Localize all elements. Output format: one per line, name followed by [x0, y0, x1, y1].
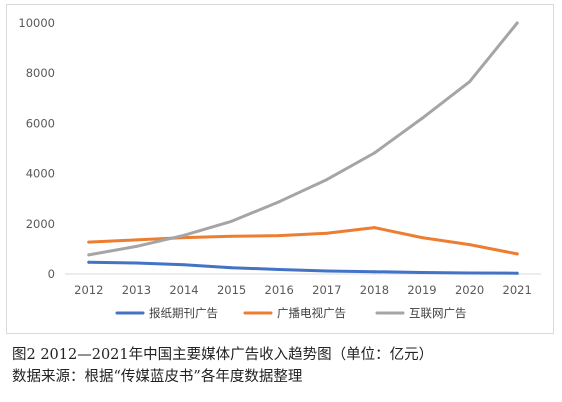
data-point [277, 234, 281, 238]
figure-source: 数据来源：根据“传媒蓝皮书”各年度数据整理 [12, 369, 303, 385]
data-point [468, 271, 472, 275]
x-tick-label: 2017 [312, 283, 341, 297]
legend-label: 互联网广告 [409, 306, 467, 320]
legend-label: 报纸期刊广告 [149, 306, 218, 320]
data-point [372, 270, 376, 274]
data-point [420, 270, 424, 274]
data-point [468, 243, 472, 247]
x-tick-label: 2013 [122, 283, 151, 297]
data-point [515, 21, 519, 25]
x-tick-label: 2020 [455, 283, 484, 297]
data-point [182, 263, 186, 267]
data-point [134, 244, 138, 248]
x-tick-label: 2015 [217, 283, 246, 297]
data-point [134, 261, 138, 265]
y-tick-label: 2000 [26, 217, 55, 231]
data-point [87, 253, 91, 257]
data-point [277, 267, 281, 271]
x-tick-label: 2016 [265, 283, 294, 297]
data-point [420, 236, 424, 240]
legend-label: 广播电视广告 [277, 306, 346, 320]
x-tick-label: 2018 [360, 283, 389, 297]
data-point [87, 240, 91, 244]
x-tick-label: 2019 [407, 283, 436, 297]
data-point [372, 226, 376, 230]
data-point [325, 231, 329, 235]
data-point [325, 269, 329, 273]
y-tick-label: 8000 [26, 66, 55, 80]
data-point [468, 80, 472, 84]
data-point [277, 200, 281, 204]
y-tick-label: 6000 [26, 116, 55, 130]
data-point [372, 151, 376, 155]
data-point [230, 234, 234, 238]
y-tick-label: 4000 [26, 167, 55, 181]
x-tick-label: 2014 [169, 283, 198, 297]
series-line-1 [87, 260, 519, 275]
y-tick-label: 10000 [18, 16, 55, 30]
data-point [230, 266, 234, 270]
data-point [515, 271, 519, 275]
series-line-2 [87, 226, 519, 256]
figure-title: 图2 2012—2021年中国主要媒体广告收入趋势图（单位：亿元） [12, 347, 434, 363]
data-point [325, 178, 329, 182]
y-tick-label: 0 [48, 267, 55, 281]
data-point [420, 116, 424, 120]
data-point [87, 260, 91, 264]
x-tick-label: 2021 [503, 283, 532, 297]
series-line-3 [87, 21, 519, 257]
data-point [182, 233, 186, 237]
figure-caption: 图2 2012—2021年中国主要媒体广告收入趋势图（单位：亿元） 数据来源：根… [12, 344, 557, 388]
x-tick-label: 2012 [74, 283, 103, 297]
chart-area: 0 2000 4000 6000 8000 10000 2012 2013 2014 2015 20… [6, 4, 554, 334]
data-point [134, 238, 138, 242]
line-chart: 0 2000 4000 6000 8000 10000 2012 2013 2014 2015 20… [18, 16, 541, 320]
data-point [515, 252, 519, 256]
data-point [230, 219, 234, 223]
